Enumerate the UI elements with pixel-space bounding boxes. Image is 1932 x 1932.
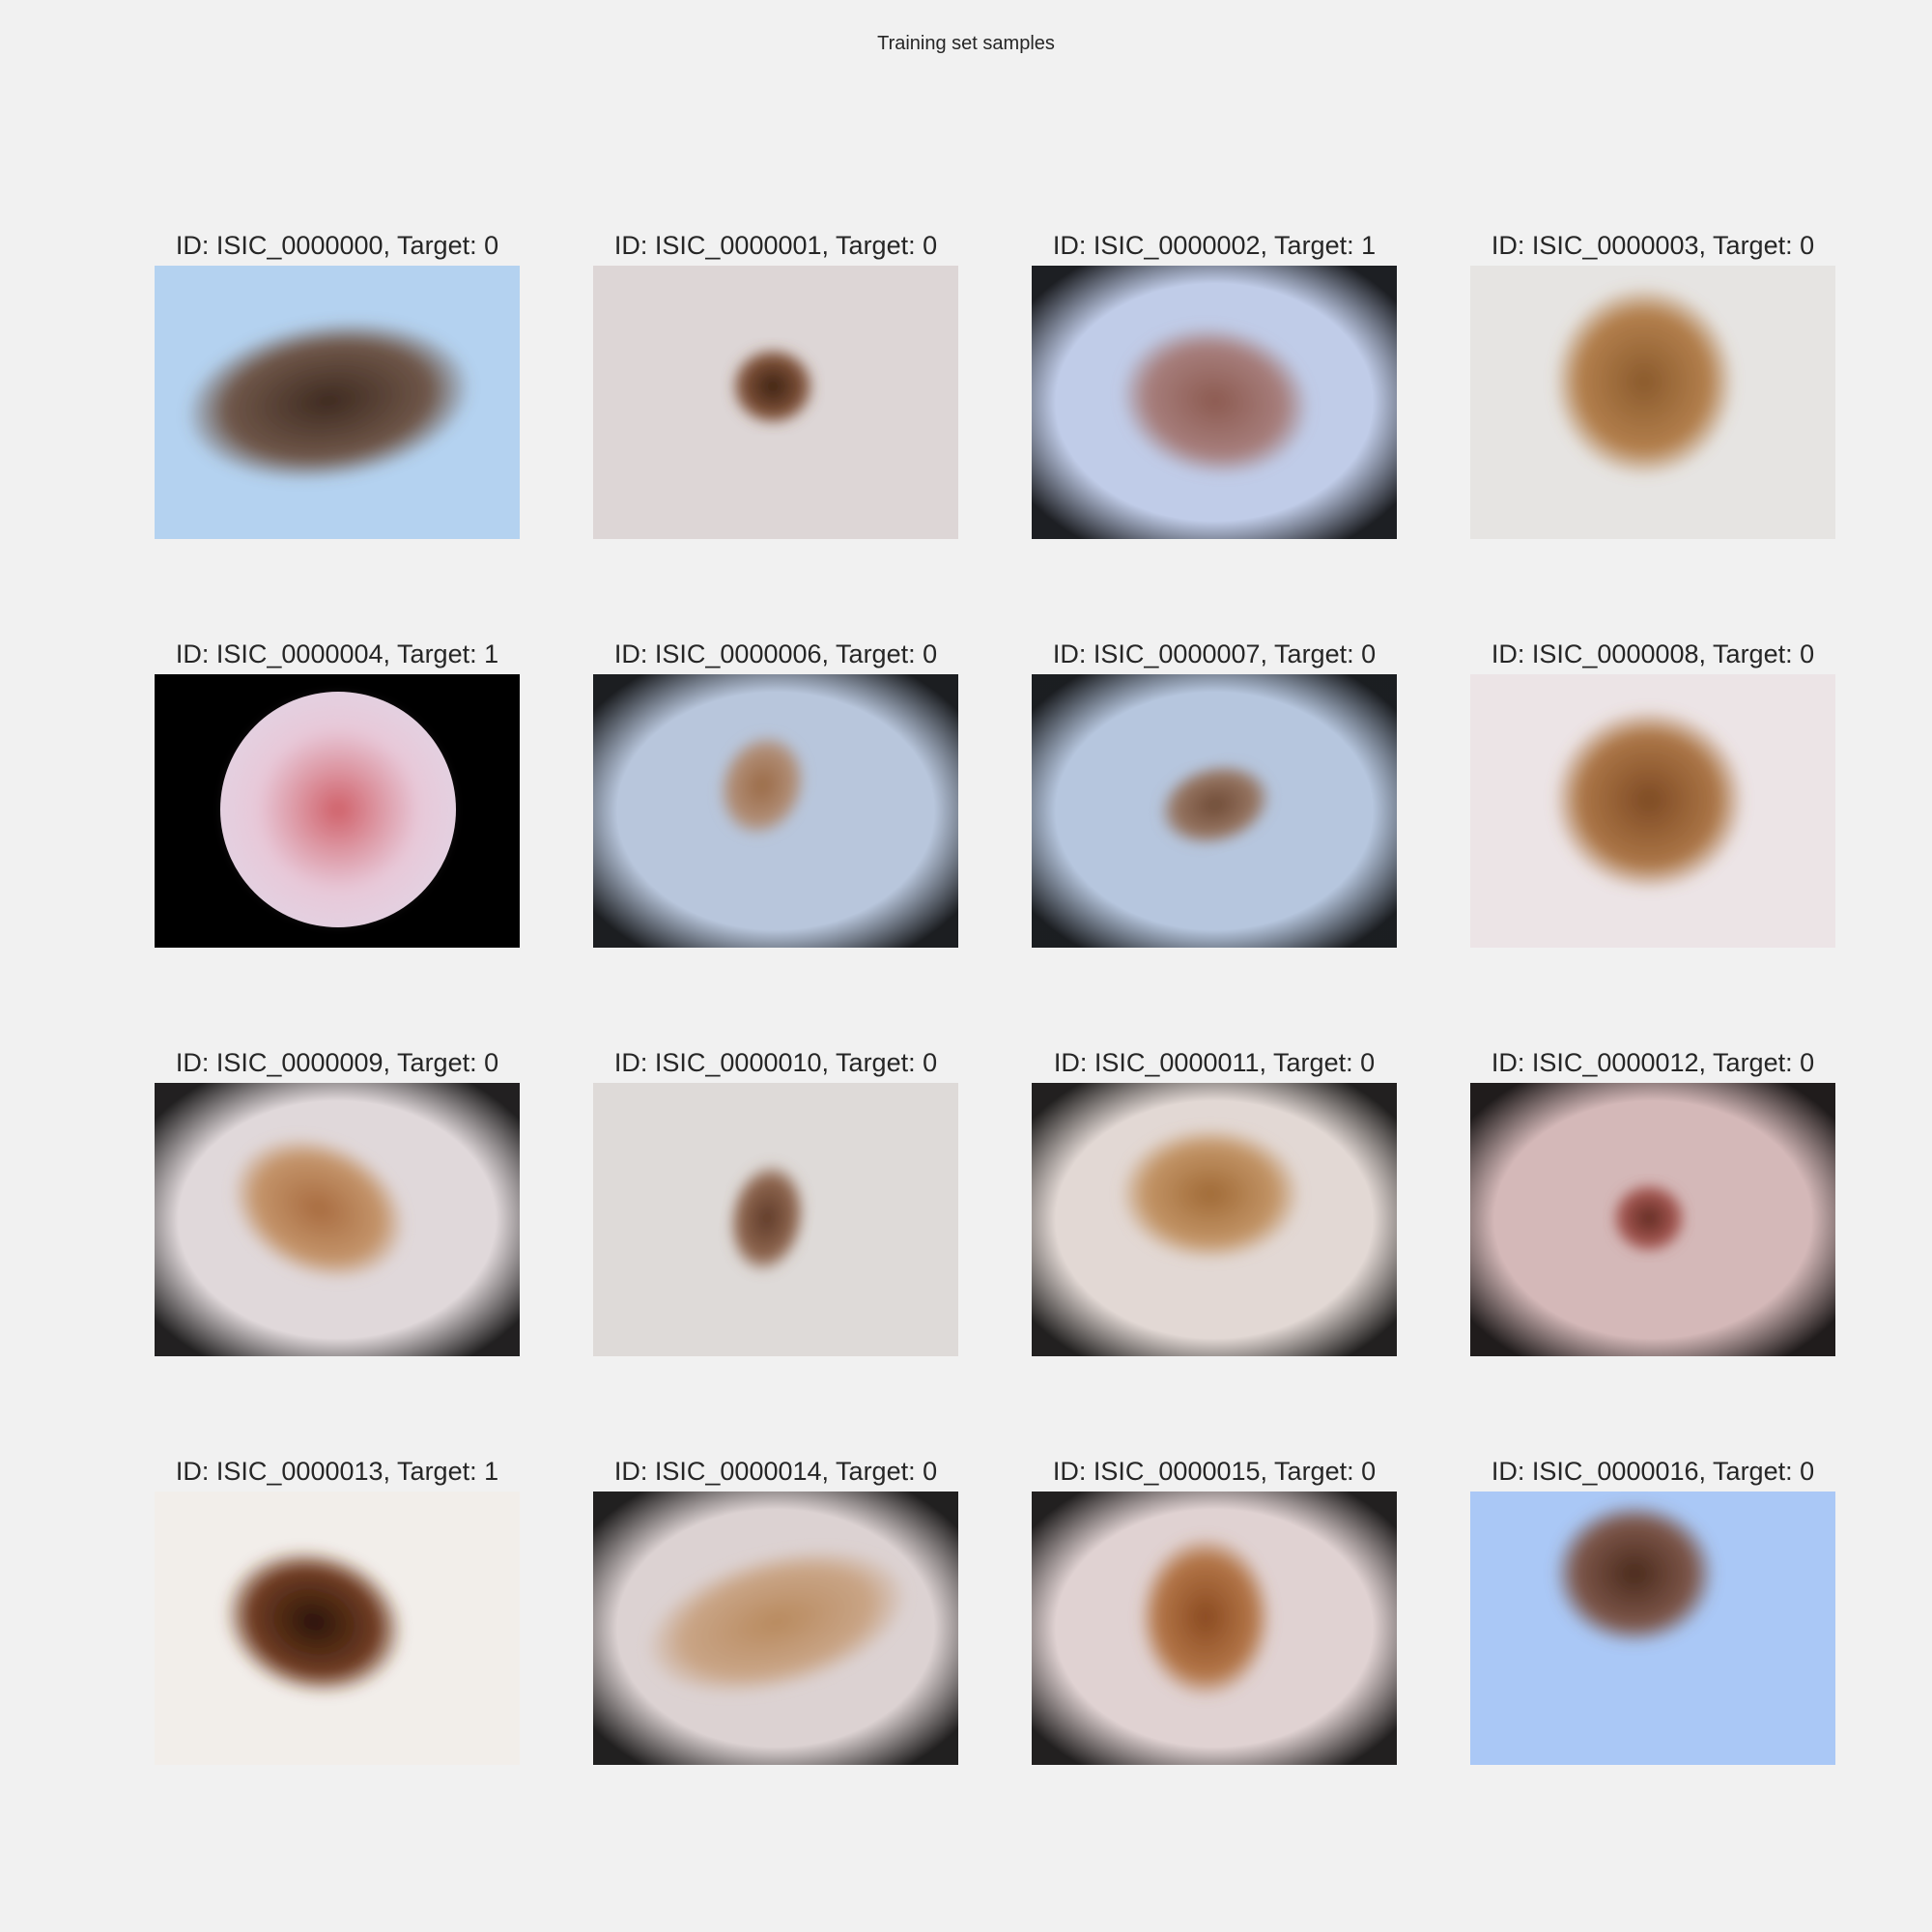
lesion-image [593,266,958,539]
sample-panel: ID: ISIC_0000009, Target: 0 [155,1048,520,1367]
sample-panel: ID: ISIC_0000013, Target: 1 [155,1457,520,1776]
sample-image [593,266,958,539]
sample-label: ID: ISIC_0000003, Target: 0 [1491,231,1815,260]
sample-panel: ID: ISIC_0000006, Target: 0 [593,639,958,958]
lesion-image [593,674,958,948]
sample-image [155,1492,520,1765]
sample-label: ID: ISIC_0000001, Target: 0 [613,231,938,260]
lesion-image [593,1083,958,1356]
sample-panel: ID: ISIC_0000014, Target: 0 [593,1457,958,1776]
vignette [1470,1083,1835,1356]
sample-image [593,674,958,948]
sample-label: ID: ISIC_0000007, Target: 0 [1052,639,1377,668]
sample-panel: ID: ISIC_0000008, Target: 0 [1470,639,1835,958]
lesion [223,1548,405,1696]
sample-panel: ID: ISIC_0000012, Target: 0 [1470,1048,1835,1367]
sample-image [1470,1492,1835,1765]
lesion-image [155,266,520,539]
sample-panel: ID: ISIC_0000007, Target: 0 [1032,639,1397,958]
sample-image [1470,674,1835,948]
vignette [1032,1083,1397,1356]
sample-label: ID: ISIC_0000002, Target: 1 [1052,231,1377,260]
sample-panel: ID: ISIC_0000016, Target: 0 [1470,1457,1835,1776]
sample-label: ID: ISIC_0000015, Target: 0 [1052,1457,1377,1486]
sample-image [593,1083,958,1356]
sample-panel: ID: ISIC_0000002, Target: 1 [1032,231,1397,550]
figure-title: Training set samples [877,33,1055,54]
sample-label: ID: ISIC_0000016, Target: 0 [1491,1457,1815,1486]
sample-label: ID: ISIC_0000006, Target: 0 [613,639,938,668]
sample-image [1470,1083,1835,1356]
sample-image [1032,674,1397,948]
sample-label: ID: ISIC_0000009, Target: 0 [175,1048,499,1077]
lesion-image [1470,1083,1835,1356]
lesion [185,320,472,482]
vignette [593,674,958,948]
sample-label: ID: ISIC_0000008, Target: 0 [1491,639,1815,668]
lesion [729,346,816,427]
sample-panel: ID: ISIC_0000000, Target: 0 [155,231,520,550]
lesion [1552,708,1746,892]
vignette [1032,1492,1397,1765]
sample-label: ID: ISIC_0000012, Target: 0 [1491,1048,1815,1077]
lesion-image [155,1492,520,1765]
sample-image [1032,1492,1397,1765]
lesion [727,1162,807,1274]
lesion-image [1032,1083,1397,1356]
lesion [222,694,454,925]
vignette [1032,674,1397,948]
sample-panel: ID: ISIC_0000003, Target: 0 [1470,231,1835,550]
vignette [1032,266,1397,539]
lesion-image [1032,674,1397,948]
sample-panel: ID: ISIC_0000004, Target: 1 [155,639,520,958]
sample-panel: ID: ISIC_0000001, Target: 0 [593,231,958,550]
sample-image [155,674,520,948]
sample-label: ID: ISIC_0000000, Target: 0 [175,231,499,260]
lesion-image [155,1083,520,1356]
lesion-image [1470,1492,1835,1765]
sample-panel: ID: ISIC_0000011, Target: 0 [1032,1048,1397,1367]
sample-label: ID: ISIC_0000014, Target: 0 [613,1457,938,1486]
sample-panel: ID: ISIC_0000010, Target: 0 [593,1048,958,1367]
lesion-image [1032,1492,1397,1765]
sample-image [155,1083,520,1356]
lesion [1552,1501,1717,1646]
sample-label: ID: ISIC_0000011, Target: 0 [1053,1048,1376,1077]
sample-panel: ID: ISIC_0000015, Target: 0 [1032,1457,1397,1776]
sample-image [1470,266,1835,539]
lesion-image [593,1492,958,1765]
sample-label: ID: ISIC_0000010, Target: 0 [613,1048,938,1077]
sample-label: ID: ISIC_0000013, Target: 1 [175,1457,499,1486]
lesion-image [1470,674,1835,948]
sample-image [155,266,520,539]
sample-image [1032,266,1397,539]
lesion-image [155,674,520,948]
sample-image [1032,1083,1397,1356]
lesion-image [1032,266,1397,539]
sample-image [593,1492,958,1765]
vignette [593,1492,958,1765]
lesion-image [1470,266,1835,539]
lesion [1552,285,1736,478]
sample-label: ID: ISIC_0000004, Target: 1 [175,639,499,668]
vignette [155,1083,520,1356]
